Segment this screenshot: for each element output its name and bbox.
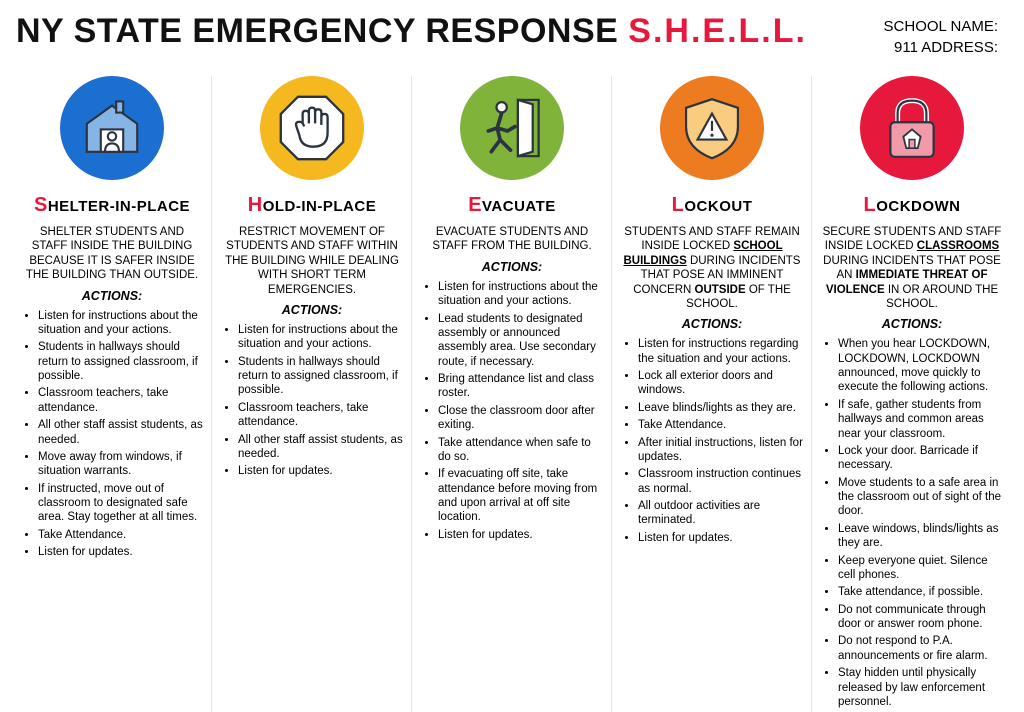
action-item: Classroom teachers, take attendance. [38, 386, 204, 415]
action-item: Listen for instructions about the situat… [238, 323, 404, 352]
actions-label: ACTIONS: [220, 303, 404, 317]
protocol-name: LOCKOUT [620, 194, 804, 217]
protocol-columns: SHELTER-IN-PLACE SHELTER STUDENTS AND STA… [16, 76, 1008, 712]
action-item: Stay hidden until physically released by… [838, 666, 1004, 709]
meta-911-address: 911 ADDRESS: [884, 37, 998, 58]
protocol-name: EVACUATE [420, 194, 604, 217]
page-title: NY STATE EMERGENCY RESPONSE S.H.E.L.L. [16, 12, 807, 51]
actions-list: Listen for instructions about the situat… [220, 323, 404, 479]
actions-list: Listen for instructions about the situat… [420, 280, 604, 542]
action-item: If instructed, move out of classroom to … [38, 482, 204, 525]
action-item: Students in hallways should return to as… [38, 340, 204, 383]
action-item: All other staff assist students, as need… [38, 418, 204, 447]
protocol-hold: HOLD-IN-PLACE RESTRICT MOVEMENT OF STUDEN… [216, 76, 408, 712]
action-item: Close the classroom door after exiting. [438, 404, 604, 433]
exit-run-icon [460, 76, 564, 180]
action-item: Move away from windows, if situation war… [38, 450, 204, 479]
action-item: Listen for updates. [638, 531, 804, 545]
action-item: Students in hallways should return to as… [238, 355, 404, 398]
action-item: All other staff assist students, as need… [238, 433, 404, 462]
padlock-icon [860, 76, 964, 180]
protocol-lockdown: LOCKDOWN SECURE STUDENTS AND STAFF INSIDE… [816, 76, 1008, 712]
action-item: Listen for instructions regarding the si… [638, 337, 804, 366]
protocol-description: RESTRICT MOVEMENT OF STUDENTS AND STAFF … [220, 225, 404, 297]
protocol-description: SECURE STUDENTS AND STAFF INSIDE LOCKED … [820, 225, 1004, 311]
action-item: Listen for updates. [238, 464, 404, 478]
action-item: When you hear LOCKDOWN, LOCKDOWN, LOCKDO… [838, 337, 1004, 395]
protocol-name: SHELTER-IN-PLACE [20, 194, 204, 217]
action-item: Keep everyone quiet. Silence cell phones… [838, 554, 1004, 583]
meta-school-name: SCHOOL NAME: [884, 16, 998, 37]
action-item: Do not respond to P.A. announcements or … [838, 634, 1004, 663]
protocol-name: HOLD-IN-PLACE [220, 194, 404, 217]
actions-label: ACTIONS: [620, 317, 804, 331]
actions-label: ACTIONS: [420, 260, 604, 274]
house-icon [60, 76, 164, 180]
action-item: After initial instructions, listen for u… [638, 436, 804, 465]
action-item: Take attendance, if possible. [838, 585, 1004, 599]
action-item: Listen for updates. [438, 528, 604, 542]
header-meta: SCHOOL NAME: 911 ADDRESS: [884, 12, 1008, 58]
action-item: Listen for instructions about the situat… [38, 309, 204, 338]
protocol-name: LOCKDOWN [820, 194, 1004, 217]
actions-label: ACTIONS: [20, 289, 204, 303]
action-item: Leave windows, blinds/lights as they are… [838, 522, 1004, 551]
protocol-description: SHELTER STUDENTS AND STAFF INSIDE THE BU… [20, 225, 204, 283]
action-item: Lead students to designated assembly or … [438, 312, 604, 370]
action-item: Bring attendance list and class roster. [438, 372, 604, 401]
action-item: Take Attendance. [38, 528, 204, 542]
action-item: Listen for updates. [38, 545, 204, 559]
actions-list: Listen for instructions about the situat… [20, 309, 204, 560]
protocol-description: EVACUATE STUDENTS AND STAFF FROM THE BUI… [420, 225, 604, 254]
protocol-evacuate: EVACUATE EVACUATE STUDENTS AND STAFF FROM… [416, 76, 608, 712]
protocol-lockout: LOCKOUT STUDENTS AND STAFF REMAIN INSIDE … [616, 76, 808, 712]
action-item: Lock all exterior doors and windows. [638, 369, 804, 398]
action-item: Move students to a safe area in the clas… [838, 476, 1004, 519]
action-item: If safe, gather students from hallways a… [838, 398, 1004, 441]
shield-warn-icon [660, 76, 764, 180]
action-item: Take Attendance. [638, 418, 804, 432]
action-item: Classroom instruction continues as norma… [638, 467, 804, 496]
title-main: NY STATE EMERGENCY RESPONSE [16, 12, 628, 50]
actions-label: ACTIONS: [820, 317, 1004, 331]
protocol-description: STUDENTS AND STAFF REMAIN INSIDE LOCKED … [620, 225, 804, 311]
action-item: Listen for instructions about the situat… [438, 280, 604, 309]
action-item: Leave blinds/lights as they are. [638, 401, 804, 415]
protocol-shelter: SHELTER-IN-PLACE SHELTER STUDENTS AND STA… [16, 76, 208, 712]
action-item: Do not communicate through door or answe… [838, 603, 1004, 632]
action-item: Classroom teachers, take attendance. [238, 401, 404, 430]
actions-list: Listen for instructions regarding the si… [620, 337, 804, 545]
action-item: Lock your door. Barricade if necessary. [838, 444, 1004, 473]
actions-list: When you hear LOCKDOWN, LOCKDOWN, LOCKDO… [820, 337, 1004, 709]
action-item: If evacuating off site, take attendance … [438, 467, 604, 525]
title-accent: S.H.E.L.L. [628, 12, 807, 50]
stop-hand-icon [260, 76, 364, 180]
action-item: All outdoor activities are terminated. [638, 499, 804, 528]
header: NY STATE EMERGENCY RESPONSE S.H.E.L.L. S… [16, 12, 1008, 58]
action-item: Take attendance when safe to do so. [438, 436, 604, 465]
